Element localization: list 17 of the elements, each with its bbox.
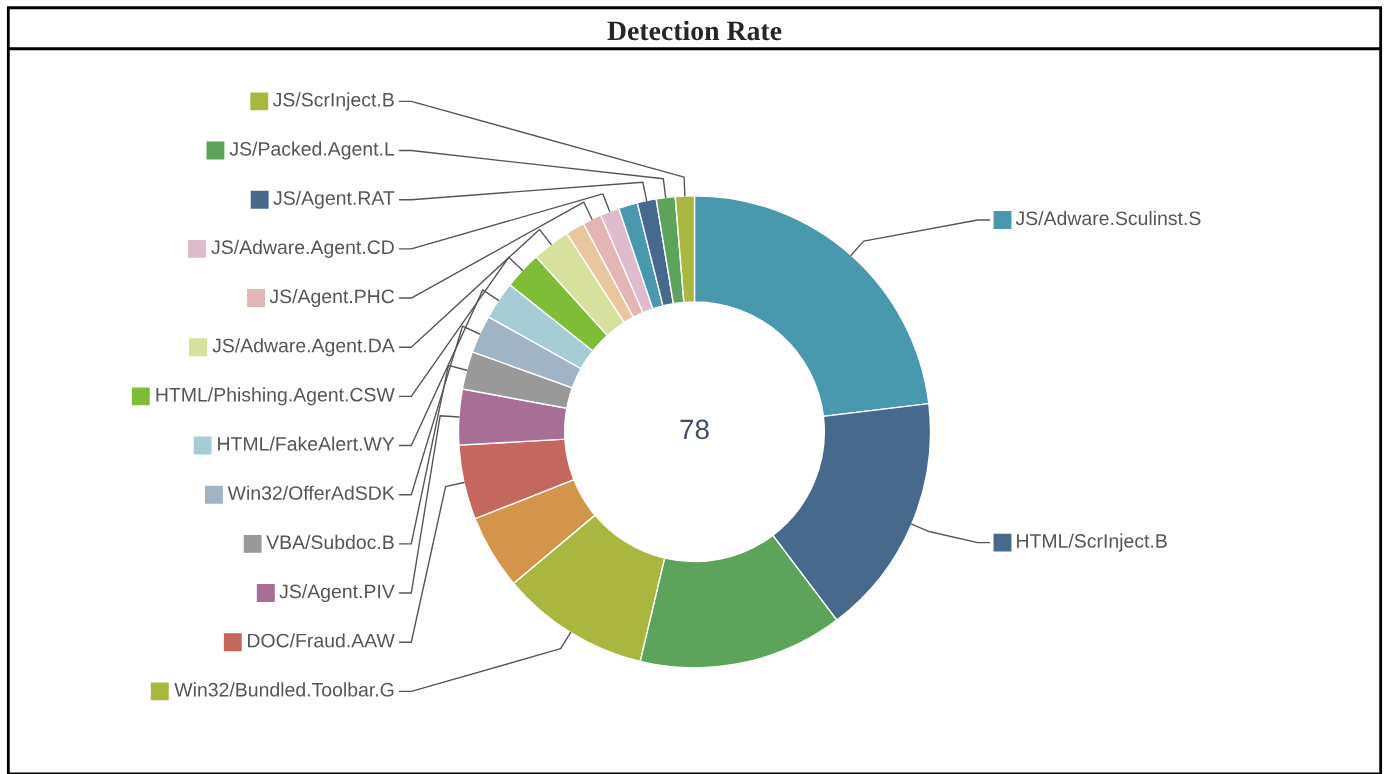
chart-title: Detection Rate xyxy=(607,20,782,41)
legend-label: VBA/Subdoc.B xyxy=(266,534,394,550)
text: 78 xyxy=(680,419,709,440)
legend-label: Win32/Bundled.Toolbar.G xyxy=(174,682,394,697)
legend-label: JS/Agent.PHC xyxy=(269,288,395,308)
legend-label: JS/Adware.Agent.DA xyxy=(212,338,395,357)
legend-label: JS/Adware.Agent.CD xyxy=(211,239,394,258)
legend-label: JS/Adware.Sculinst.S xyxy=(1015,210,1201,226)
legend-label: HTML/ScrInject.B xyxy=(1017,533,1167,552)
legend-label: DOC/Fraud.AAW xyxy=(248,633,395,648)
legend-label: JS/Agent.RAT xyxy=(273,190,395,209)
legend-label: JS/ScrInject.B xyxy=(272,92,394,111)
legend-label: Win32/OfferAdSDK xyxy=(227,485,395,500)
legend-label: HTML/FakeAlert.WY xyxy=(218,436,395,451)
legend-label: JS/Agent.PIV xyxy=(279,584,395,603)
legend-label: HTML/Phishing.Agent.CSW xyxy=(156,387,395,406)
legend-label: JS/Packed.Agent.L xyxy=(229,141,395,160)
